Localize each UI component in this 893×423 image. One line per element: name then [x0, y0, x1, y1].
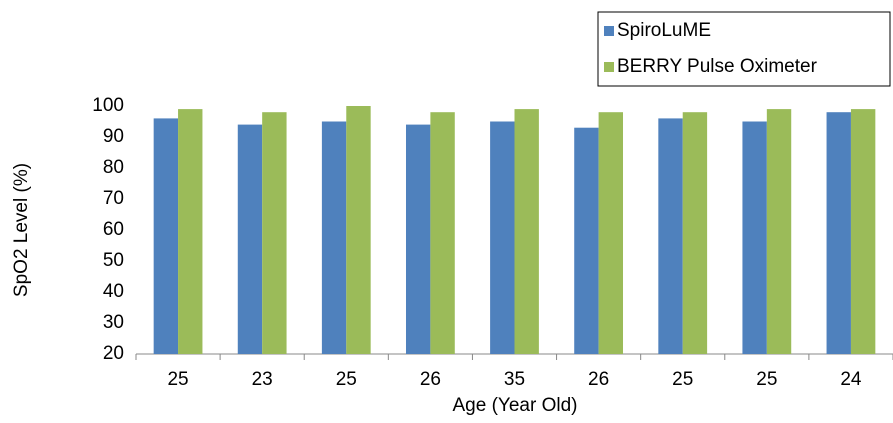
bar	[430, 112, 455, 354]
bar	[321, 121, 347, 354]
y-tick-label: 20	[103, 343, 124, 364]
bar	[598, 112, 624, 354]
bar	[237, 124, 263, 354]
legend-box	[597, 11, 891, 87]
legend-swatch	[604, 62, 614, 72]
y-tick-label: 100	[92, 95, 124, 116]
x-tick-label: 26	[588, 369, 609, 390]
y-tick-label: 90	[103, 126, 124, 147]
bar	[262, 112, 287, 354]
x-tick-label: 25	[672, 369, 693, 390]
y-tick-label: 70	[103, 188, 124, 209]
bar	[514, 109, 539, 354]
legend-swatch	[604, 26, 614, 36]
x-tick-label: 25	[756, 369, 777, 390]
y-tick-label: 30	[103, 312, 124, 333]
bar	[850, 109, 876, 354]
x-tick-label: 26	[420, 369, 441, 390]
bar	[574, 127, 599, 354]
y-axis-title: SpO2 Level (%)	[11, 163, 32, 297]
y-tick-label: 50	[103, 250, 124, 271]
bar	[742, 121, 767, 354]
x-tick-label: 23	[252, 369, 273, 390]
x-tick-label: 25	[336, 369, 357, 390]
x-tick-label: 25	[167, 369, 188, 390]
x-axis-title: Age (Year Old)	[453, 395, 578, 416]
x-tick-label: 24	[840, 369, 862, 390]
bar	[178, 109, 203, 354]
legend-label: SpiroLuME	[617, 20, 711, 41]
y-tick-label: 60	[103, 219, 124, 240]
bar	[658, 118, 683, 355]
bar	[682, 112, 708, 354]
bar	[346, 106, 371, 354]
x-tick-label: 35	[504, 369, 525, 390]
bar	[405, 124, 431, 354]
bar	[153, 118, 179, 355]
bar	[766, 109, 792, 354]
bar	[826, 112, 851, 354]
y-tick-label: 80	[103, 157, 124, 178]
bar	[490, 121, 515, 354]
legend-label: BERRY Pulse Oximeter	[617, 56, 818, 77]
y-tick-label: 40	[103, 281, 124, 302]
